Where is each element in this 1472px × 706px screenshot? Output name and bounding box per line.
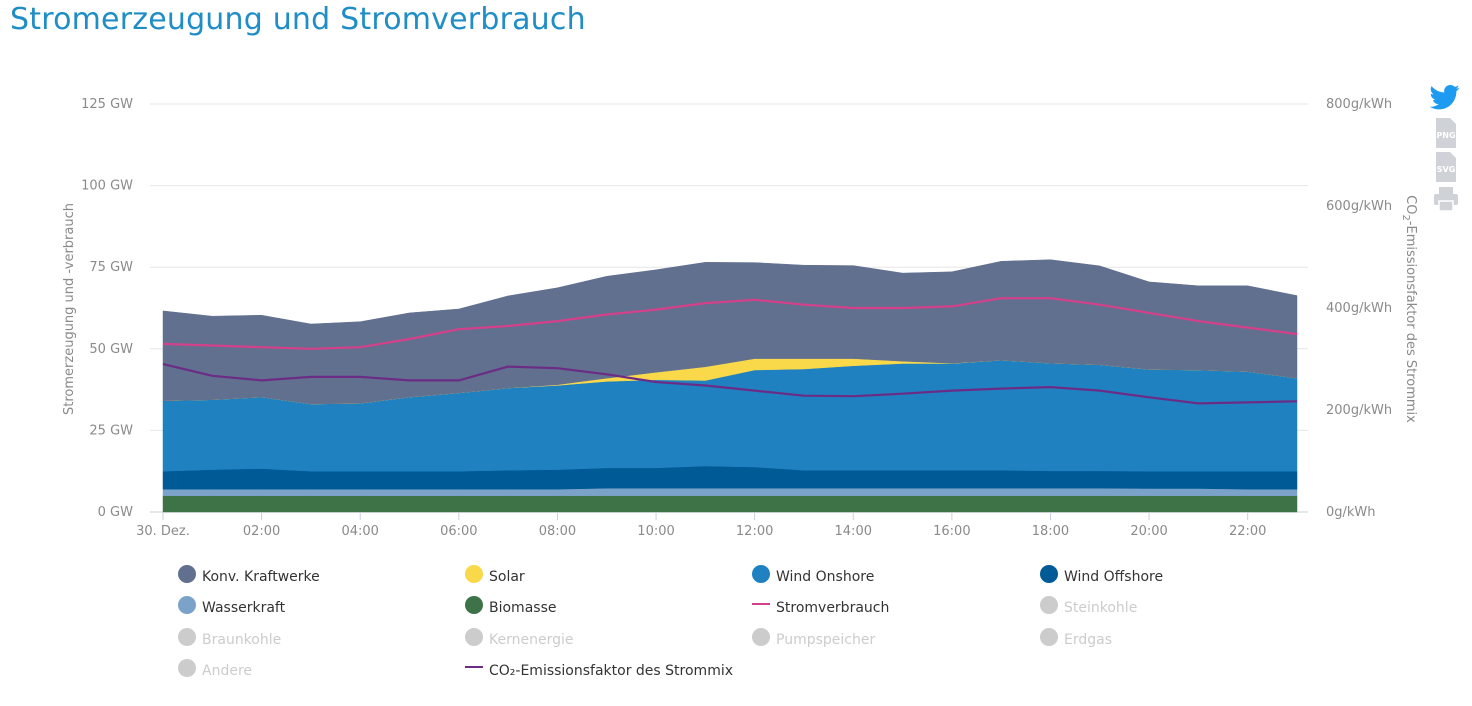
x-tick-label: 12:00 (736, 524, 773, 539)
legend-swatch (465, 666, 483, 668)
legend-swatch (1040, 628, 1058, 646)
legend-item-andere[interactable]: Andere (178, 659, 253, 682)
svg-text:SVG: SVG (1437, 165, 1456, 174)
legend-item-erdgas[interactable]: Erdgas (1040, 628, 1113, 651)
legend-swatch (1040, 596, 1058, 614)
y-tick-label: 100 GW (81, 179, 133, 194)
legend-label: CO₂-Emissionsfaktor des Strommix (489, 663, 734, 679)
x-tick-label: 14:00 (835, 524, 872, 539)
legend-swatch (178, 596, 196, 614)
png-download-icon: PNG (1436, 118, 1456, 148)
legend-swatch (752, 565, 770, 583)
legend-swatch (178, 565, 196, 583)
png-download-button[interactable]: PNG (1428, 116, 1464, 150)
print-button[interactable] (1428, 184, 1464, 218)
y2-tick-label: 600g/kWh (1326, 199, 1392, 214)
x-tick-label: 04:00 (341, 524, 378, 539)
legend-swatch (178, 628, 196, 646)
x-tick-label: 06:00 (440, 524, 477, 539)
legend-label: Andere (202, 663, 253, 679)
legend-item-kernenergie[interactable]: Kernenergie (465, 628, 574, 651)
legend-item-steinkohle[interactable]: Steinkohle (1040, 596, 1138, 619)
legend-swatch (178, 659, 196, 677)
legend-item-co2-emissionsfaktor-des-strommix[interactable]: CO₂-Emissionsfaktor des Strommix (465, 660, 733, 682)
line-co2-emissionsfaktor-des-strommix (162, 363, 1298, 405)
x-tick-label: 08:00 (539, 524, 576, 539)
print-icon (1434, 187, 1458, 212)
legend-label: Wasserkraft (202, 600, 286, 616)
legend-item-braunkohle[interactable]: Braunkohle (178, 628, 282, 651)
legend-item-wind-onshore[interactable]: Wind Onshore (752, 565, 875, 588)
legend-swatch (752, 628, 770, 646)
x-tick-label: 16:00 (933, 524, 970, 539)
legend-label: Braunkohle (202, 632, 282, 648)
legend-swatch (465, 596, 483, 614)
y2-axis-title: CO2-Emissionsfaktor des Strommix (1400, 195, 1418, 423)
legend-label: Pumpspeicher (776, 632, 876, 648)
legend-label: Wind Offshore (1064, 569, 1164, 585)
legend-swatch (465, 565, 483, 583)
legend-label: Steinkohle (1064, 600, 1138, 616)
legend-item-wasserkraft[interactable]: Wasserkraft (178, 596, 286, 619)
legend-item-pumpspeicher[interactable]: Pumpspeicher (752, 628, 876, 651)
area-biomasse (162, 495, 1298, 513)
legend-item-biomasse[interactable]: Biomasse (465, 596, 557, 619)
y2-tick-label: 400g/kWh (1326, 301, 1392, 316)
y2-tick-label: 200g/kWh (1326, 403, 1392, 418)
y2-tick-label: 800g/kWh (1326, 97, 1392, 112)
x-tick-label: 10:00 (637, 524, 674, 539)
legend-label: Kernenergie (489, 632, 574, 648)
legend-label: Wind Onshore (776, 569, 875, 585)
line-stromverbrauch (162, 297, 1298, 350)
legend-label: Solar (489, 569, 525, 585)
legend-label: Stromverbrauch (776, 600, 890, 616)
x-tick-label: 02:00 (243, 524, 280, 539)
y-tick-label: 25 GW (89, 423, 133, 438)
y-axis-title: Stromerzeugung und -verbrauch (62, 203, 77, 415)
svg-download-icon: SVG (1436, 152, 1456, 182)
y-tick-label: 50 GW (89, 342, 133, 357)
twitter-share-button[interactable] (1428, 82, 1464, 116)
legend-swatch (752, 603, 770, 605)
axes: 0 GW 25 GW 50 GW 75 GW 100 GW 125 GW 0g/kWh 200… (81, 97, 1392, 539)
page-title: Stromerzeugung und Stromverbrauch (10, 2, 586, 37)
svg-text:PNG: PNG (1436, 131, 1455, 140)
legend-label: Konv. Kraftwerke (202, 569, 320, 585)
legend-item-wind-offshore[interactable]: Wind Offshore (1040, 565, 1164, 588)
y-tick-label: 125 GW (81, 97, 133, 112)
chart: 0 GW 25 GW 50 GW 75 GW 100 GW 125 GW 0g/kWh 200… (62, 97, 1418, 539)
y-tick-label: 0 GW (98, 505, 133, 520)
svg-download-button[interactable]: SVG (1428, 150, 1464, 184)
line-series-group (162, 297, 1298, 405)
twitter-icon (1429, 85, 1460, 110)
x-tick-label: 18:00 (1032, 524, 1069, 539)
y2-tick-label: 0g/kWh (1326, 505, 1376, 520)
legend-swatch (1040, 565, 1058, 583)
legend-label: Biomasse (489, 600, 557, 616)
legend-item-konv-kraftwerke[interactable]: Konv. Kraftwerke (178, 565, 320, 588)
legend-label: Erdgas (1064, 632, 1113, 648)
legend-item-solar[interactable]: Solar (465, 565, 525, 588)
x-tick-label: 30. Dez. (136, 524, 190, 539)
area-konv-kraftwerke (162, 259, 1298, 405)
legend-swatch (465, 628, 483, 646)
legend-item-stromverbrauch[interactable]: Stromverbrauch (752, 597, 889, 619)
area-series-group (162, 259, 1298, 513)
x-tick-label: 22:00 (1229, 524, 1266, 539)
y-tick-label: 75 GW (89, 260, 133, 275)
x-tick-label: 20:00 (1130, 524, 1167, 539)
